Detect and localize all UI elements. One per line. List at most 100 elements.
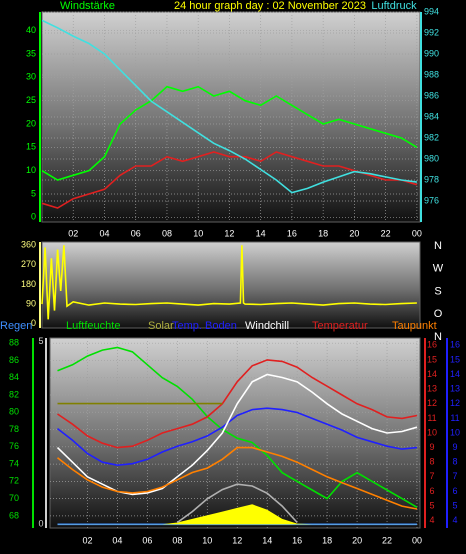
series-line [57, 407, 418, 467]
y-tick-label: 78 [9, 424, 19, 434]
legend-label: Luftfeuchte [66, 320, 120, 332]
y-tick-label: 15 [427, 354, 437, 364]
y-tick-label: 5 [429, 500, 434, 510]
y-tick-label: 40 [26, 25, 36, 35]
legend-label: Windstärke [60, 0, 115, 12]
y-tick-label: 986 [424, 90, 439, 100]
chart-title: 24 hour graph day : 02 November 2023 [174, 0, 366, 12]
y-tick-label: 6 [452, 486, 457, 496]
y-tick-label: 82 [9, 389, 19, 399]
y-tick-label: 10 [427, 427, 437, 437]
plot-area [41, 241, 421, 329]
y-tick-label: 9 [429, 442, 434, 452]
y-tick-label: 976 [424, 195, 439, 205]
series-line [41, 245, 417, 320]
x-tick-label: 12 [232, 535, 242, 545]
series-line [57, 346, 418, 508]
series-line [57, 446, 418, 510]
legend-label: Taupunkt [392, 320, 437, 332]
x-tick-label: 04 [112, 535, 122, 545]
legend-label: Temperatur [312, 320, 368, 332]
y-tick-label: 84 [9, 372, 19, 382]
plot-area [49, 337, 421, 529]
y-tick-label: 80 [9, 407, 19, 417]
y-tick-label: 13 [450, 384, 460, 394]
y-tick-label: 984 [424, 111, 439, 121]
x-tick-label: 08 [162, 228, 172, 238]
x-tick-label: 14 [262, 535, 272, 545]
y-tick-label: 992 [424, 27, 439, 37]
y-tick-label: 10 [450, 427, 460, 437]
y-tick-label: N [434, 331, 442, 343]
y-tick-label: 990 [424, 48, 439, 58]
y-tick-label: 8 [429, 457, 434, 467]
y-tick-label: W [433, 263, 444, 275]
y-tick-label: 980 [424, 153, 439, 163]
y-tick-label: 15 [450, 354, 460, 364]
y-tick-label: 76 [9, 441, 19, 451]
x-tick-label: 08 [172, 535, 182, 545]
x-tick-label: 16 [292, 535, 302, 545]
y-tick-label: 982 [424, 132, 439, 142]
y-tick-label: 4 [429, 515, 434, 525]
y-tick-label: 88 [9, 338, 19, 348]
series-line [176, 483, 298, 524]
y-tick-label: 14 [450, 369, 460, 379]
x-tick-label: 02 [82, 535, 92, 545]
y-tick-label: 0 [31, 318, 36, 328]
legend-label: Luftdruck [371, 0, 417, 12]
y-tick-label: 25 [26, 95, 36, 105]
x-tick-label: 02 [68, 228, 78, 238]
x-tick-label: 12 [224, 228, 234, 238]
x-tick-label: 20 [352, 535, 362, 545]
x-tick-label: 10 [202, 535, 212, 545]
series-line [41, 19, 418, 194]
x-tick-label: 18 [322, 535, 332, 545]
x-tick-label: 20 [349, 228, 359, 238]
y-tick-label: 16 [450, 340, 460, 350]
series-line [57, 359, 418, 449]
y-tick-label: 994 [424, 6, 439, 16]
y-tick-label: 12 [427, 398, 437, 408]
y-tick-label: 7 [452, 471, 457, 481]
x-tick-label: 00 [412, 535, 422, 545]
y-tick-label: 9 [452, 442, 457, 452]
x-tick-label: 06 [142, 535, 152, 545]
y-tick-label: 5 [452, 500, 457, 510]
y-tick-label: 0 [38, 519, 43, 529]
y-tick-label: 360 [21, 240, 36, 250]
y-tick-label: 35 [26, 48, 36, 58]
y-tick-label: 270 [21, 259, 36, 269]
y-tick-label: O [434, 308, 443, 320]
y-tick-label: 6 [429, 486, 434, 496]
series-area [57, 504, 418, 525]
y-tick-label: 30 [26, 72, 36, 82]
legend-label: Solar [148, 320, 174, 332]
y-tick-label: 14 [427, 369, 437, 379]
y-tick-label: 978 [424, 174, 439, 184]
y-tick-label: 11 [450, 413, 459, 423]
y-tick-label: 10 [26, 165, 36, 175]
y-tick-label: 15 [26, 142, 36, 152]
x-tick-label: 22 [381, 228, 391, 238]
y-tick-label: 72 [9, 476, 19, 486]
y-tick-label: 68 [9, 510, 19, 520]
series-line [41, 151, 418, 209]
y-tick-label: 180 [21, 279, 36, 289]
y-tick-label: 988 [424, 69, 439, 79]
x-tick-label: 18 [318, 228, 328, 238]
legend-label: Temp. Boden [172, 320, 237, 332]
legend-label: Regen [0, 320, 32, 332]
legend-label: Windchill [245, 320, 289, 332]
x-tick-label: 22 [382, 535, 392, 545]
y-tick-label: 90 [26, 298, 36, 308]
x-tick-label: 04 [99, 228, 109, 238]
x-tick-label: 16 [287, 228, 297, 238]
y-tick-label: 8 [452, 457, 457, 467]
y-tick-label: 7 [429, 471, 434, 481]
y-tick-label: 86 [9, 355, 19, 365]
x-tick-label: 06 [131, 228, 141, 238]
y-tick-label: 11 [427, 413, 436, 423]
y-tick-label: 0 [31, 212, 36, 222]
